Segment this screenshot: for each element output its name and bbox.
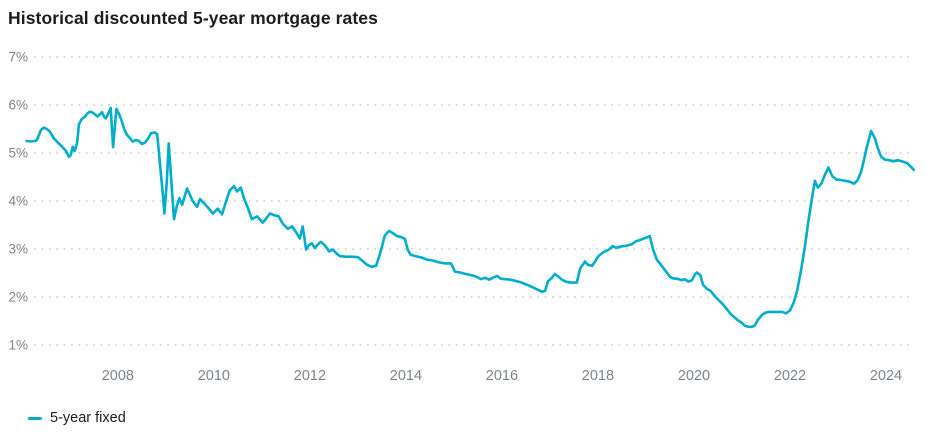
x-tick-label: 2008 — [102, 368, 134, 384]
x-tick-label: 2012 — [294, 368, 326, 384]
y-tick-label: 7% — [8, 50, 28, 65]
y-tick-label: 1% — [8, 338, 28, 353]
x-tick-label: 2024 — [870, 368, 902, 384]
x-tick-label: 2014 — [390, 368, 422, 384]
y-tick-label: 2% — [8, 290, 28, 305]
y-tick-label: 5% — [8, 146, 28, 161]
y-tick-label: 3% — [8, 242, 28, 257]
x-tick-label: 2016 — [486, 368, 518, 384]
x-tick-label: 2022 — [774, 368, 806, 384]
chart-title: Historical discounted 5-year mortgage ra… — [8, 8, 378, 28]
y-tick-label: 4% — [8, 194, 28, 209]
y-tick-label: 6% — [8, 98, 28, 113]
x-tick-label: 2010 — [198, 368, 230, 384]
legend-label: 5-year fixed — [50, 410, 126, 426]
legend: 5-year fixed — [28, 408, 126, 428]
x-tick-label: 2020 — [678, 368, 710, 384]
legend-line-swatch — [28, 416, 42, 420]
x-tick-label: 2018 — [582, 368, 614, 384]
series-line-5-year-fixed — [25, 106, 916, 329]
